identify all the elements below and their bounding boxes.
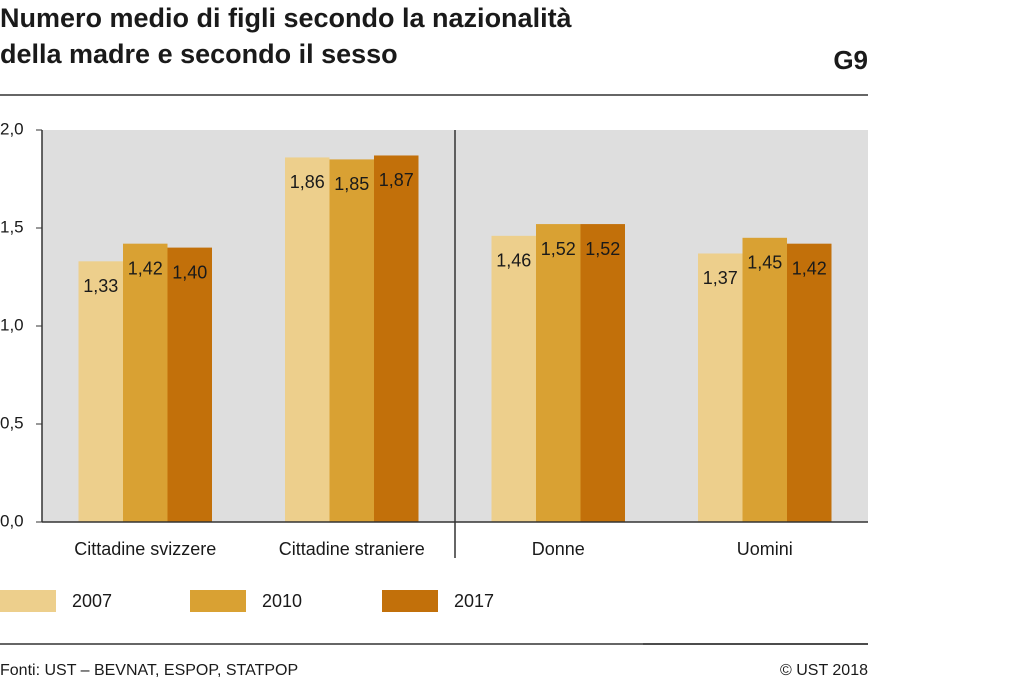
value-label: 1,46 bbox=[496, 251, 531, 271]
value-label: 1,86 bbox=[290, 172, 325, 192]
copyright: © UST 2018 bbox=[780, 662, 868, 679]
value-label: 1,52 bbox=[541, 239, 576, 259]
bar bbox=[742, 237, 787, 523]
legend-label: 2017 bbox=[454, 591, 494, 611]
bar bbox=[167, 247, 212, 522]
legend-swatch bbox=[382, 590, 438, 612]
legend-label: 2010 bbox=[262, 591, 302, 611]
value-label: 1,37 bbox=[703, 268, 738, 288]
value-label: 1,85 bbox=[334, 174, 369, 194]
bar bbox=[329, 159, 374, 522]
bar bbox=[285, 157, 330, 522]
value-label: 1,42 bbox=[792, 258, 827, 278]
value-label: 1,40 bbox=[172, 262, 207, 282]
legend-swatch bbox=[0, 590, 56, 612]
bar bbox=[374, 155, 419, 523]
x-tick-label: Cittadine straniere bbox=[279, 539, 425, 559]
bar bbox=[536, 224, 581, 522]
bar bbox=[580, 224, 625, 522]
y-tick-label: 1,0 bbox=[0, 315, 24, 334]
chart-title: Numero medio di figli secondo la naziona… bbox=[0, 3, 573, 33]
bar bbox=[787, 243, 832, 522]
x-tick-label: Donne bbox=[532, 539, 585, 559]
value-label: 1,42 bbox=[128, 258, 163, 278]
chart-id: G9 bbox=[833, 45, 868, 75]
y-tick-label: 0,5 bbox=[0, 413, 24, 432]
bar bbox=[698, 253, 743, 523]
x-tick-label: Cittadine svizzere bbox=[74, 539, 216, 559]
value-label: 1,87 bbox=[379, 170, 414, 190]
bar bbox=[78, 261, 123, 522]
bar bbox=[123, 243, 168, 522]
x-tick-label: Uomini bbox=[737, 539, 793, 559]
legend-swatch bbox=[190, 590, 246, 612]
value-label: 1,52 bbox=[585, 239, 620, 259]
value-label: 1,45 bbox=[747, 253, 782, 273]
y-tick-label: 2,0 bbox=[0, 119, 24, 138]
bar bbox=[491, 235, 536, 522]
value-label: 1,33 bbox=[83, 276, 118, 296]
y-tick-label: 0,0 bbox=[0, 511, 24, 530]
source: Fonti: UST – BEVNAT, ESPOP, STATPOP bbox=[0, 662, 298, 679]
chart-title: della madre e secondo il sesso bbox=[0, 39, 398, 69]
y-tick-label: 1,5 bbox=[0, 217, 24, 236]
legend-label: 2007 bbox=[72, 591, 112, 611]
